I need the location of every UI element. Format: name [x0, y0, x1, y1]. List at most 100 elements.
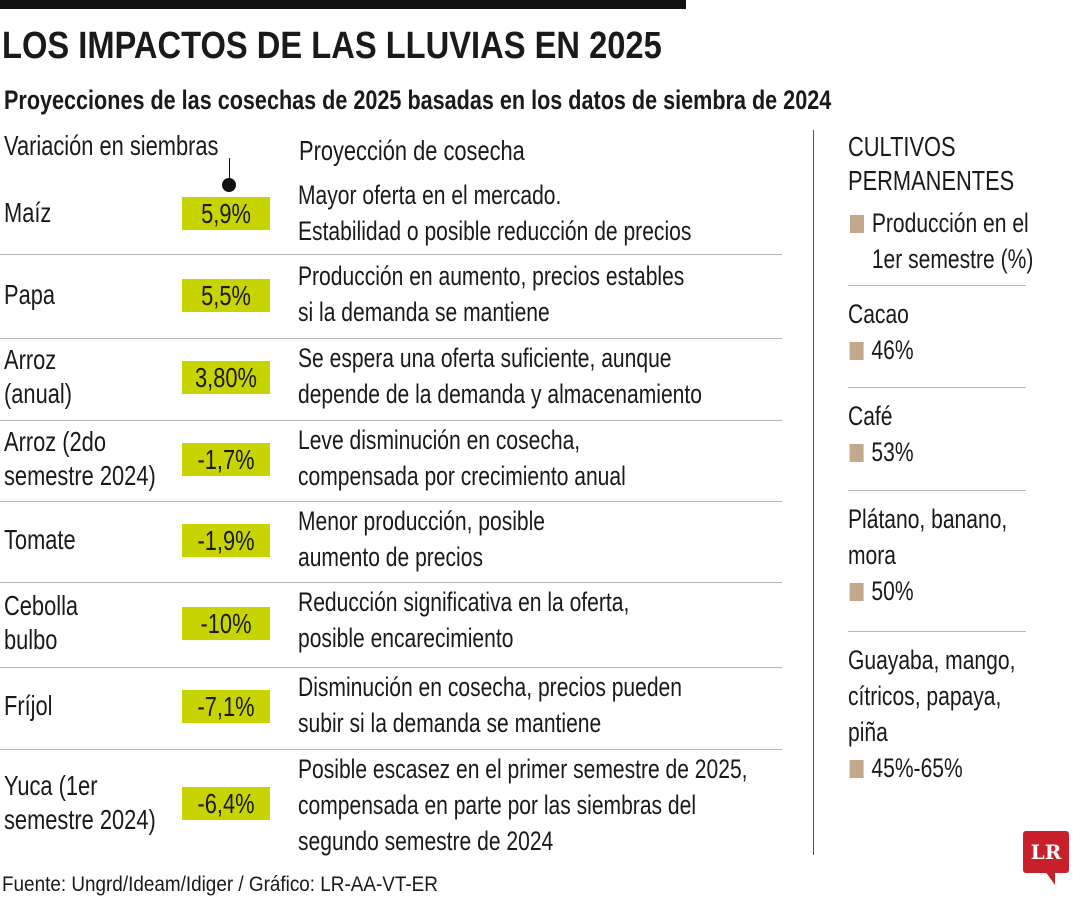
permanent-name: Cacao [848, 299, 909, 329]
variation-value: -1,9% [197, 524, 255, 556]
projection-line: depende de la demanda y almacenamiento [298, 379, 702, 409]
crop-label-line: semestre 2024) [4, 804, 156, 835]
permanent-value: 50% [871, 576, 914, 606]
projection-text: Menor producción, posible aumento de prec… [298, 503, 545, 575]
permanent-swatch [849, 760, 864, 778]
variation-value: 3,80% [195, 362, 257, 393]
source-note: Fuente: Ungrd/Ideam/Idiger / Gráfico: LR… [2, 873, 438, 896]
projection-text: Mayor oferta en el mercado. Estabilidad o… [298, 177, 691, 249]
row-separator [0, 254, 782, 255]
permanent-separator [848, 387, 1026, 388]
permanent-item: Plátano, banano, mora 50% [848, 501, 1007, 609]
variation-bar: -10% [182, 606, 270, 640]
header-projection: Proyección de cosecha [299, 135, 525, 166]
permanent-name: cítricos, papaya, [848, 681, 1002, 711]
permanent-value: 46% [871, 335, 914, 365]
variation-bar: -1,7% [182, 442, 270, 476]
variation-bar: -6,4% [182, 787, 270, 820]
permanent-separator [848, 631, 1026, 632]
permanent-name: Café [848, 401, 893, 431]
variation-bar: 3,80% [182, 361, 270, 394]
projection-line: compensada en parte por las siembras del [298, 790, 697, 820]
permanent-name: Plátano, banano, [848, 504, 1008, 534]
subtitle: Proyecciones de las cosechas de 2025 bas… [4, 85, 832, 115]
crop-label: Arroz (2do semestre 2024) [4, 425, 156, 493]
variation-value: -6,4% [197, 788, 255, 819]
projection-line: compensada por crecimiento anual [298, 461, 626, 491]
projection-line: Leve disminución en cosecha, [298, 425, 581, 455]
permanent-name: Guayaba, mango, [848, 645, 1016, 675]
crop-label: Fríjol [4, 689, 53, 723]
permanent-swatch [849, 583, 864, 601]
permanent-separator [848, 285, 1026, 286]
row-separator [0, 338, 782, 339]
crop-label-line: Cebolla [4, 589, 79, 621]
permanent-item: Guayaba, mango, cítricos, papaya, piña 45%-… [848, 642, 1015, 786]
crop-label-line: semestre 2024) [4, 459, 156, 491]
projection-line: subir si la demanda se mantiene [298, 708, 602, 738]
variation-bar: 5,5% [182, 279, 270, 312]
projection-line: aumento de precios [298, 542, 483, 572]
projection-line: Posible escasez en el primer semestre de… [298, 754, 748, 784]
crop-label-line: Arroz [4, 344, 57, 375]
column-divider [813, 130, 814, 855]
permanent-value: 45%-65% [871, 753, 963, 783]
crop-label: Arroz (anual) [4, 343, 72, 411]
variation-value: 5,9% [201, 197, 251, 229]
variation-value: -10% [200, 607, 252, 639]
variation-bar: 5,9% [182, 196, 270, 230]
crop-label: Cebolla bulbo [4, 589, 78, 657]
crop-label-line: bulbo [4, 623, 58, 655]
permanent-name: piña [848, 717, 888, 747]
permanent-swatch [849, 342, 864, 360]
crop-label-line: (anual) [4, 378, 72, 409]
projection-line: si la demanda se mantiene [298, 297, 550, 327]
projection-line: Producción en aumento, precios estables [298, 261, 685, 291]
crop-label-line: Papa [4, 279, 56, 310]
legend-text: Producción en el [871, 208, 1029, 238]
crop-label-line: Maíz [4, 196, 52, 228]
projection-line: Se espera una oferta suficiente, aunque [298, 343, 672, 373]
projection-text: Reducción significativa en la oferta, pos… [298, 584, 629, 656]
projection-line: posible encarecimiento [298, 623, 514, 653]
row-separator [0, 420, 782, 421]
permanent-title-line: PERMANENTES [848, 165, 1015, 196]
variation-bar: -7,1% [182, 690, 270, 723]
variation-bar: -1,9% [182, 523, 270, 557]
crop-label: Yuca (1er semestre 2024) [4, 769, 156, 837]
row-separator [0, 582, 782, 583]
permanent-item: Café 53% [848, 398, 914, 470]
crop-label-line: Fríjol [4, 690, 53, 721]
projection-text: Producción en aumento, precios estables s… [298, 258, 684, 330]
variation-value: -1,7% [197, 443, 255, 475]
permanent-value: 53% [871, 437, 914, 467]
leader-dot [222, 178, 236, 192]
lr-logo: LR [1023, 831, 1069, 885]
header-variation: Variación en siembras [4, 130, 219, 161]
permanent-name: mora [848, 540, 896, 570]
projection-line: Estabilidad o posible reducción de preci… [298, 216, 692, 246]
crop-label: Papa [4, 278, 55, 312]
page-title: LOS IMPACTOS DE LAS LLUVIAS EN 2025 [2, 25, 662, 67]
variation-value: 5,5% [201, 280, 251, 311]
projection-line: segundo semestre de 2024 [298, 826, 554, 856]
crop-label: Maíz [4, 196, 51, 230]
projection-text: Leve disminución en cosecha, compensada p… [298, 422, 626, 494]
projection-line: Mayor oferta en el mercado. [298, 180, 562, 210]
variation-value: -7,1% [197, 691, 255, 722]
crop-label: Tomate [4, 523, 76, 557]
crop-label-line: Arroz (2do [4, 425, 106, 457]
projection-line: Disminución en cosecha, precios pueden [298, 672, 682, 702]
leader-line [229, 158, 230, 182]
row-separator [0, 501, 782, 502]
legend-swatch [850, 215, 865, 233]
permanent-separator [848, 490, 1026, 491]
row-separator [0, 667, 782, 668]
projection-text: Posible escasez en el primer semestre de… [298, 751, 748, 859]
projection-text: Disminución en cosecha, precios pueden su… [298, 669, 682, 741]
top-rule [0, 0, 686, 9]
permanent-legend: Producción en el 1er semestre (%) [850, 205, 1033, 277]
crop-label-line: Tomate [4, 523, 76, 555]
permanent-title-line: CULTIVOS [848, 131, 956, 162]
